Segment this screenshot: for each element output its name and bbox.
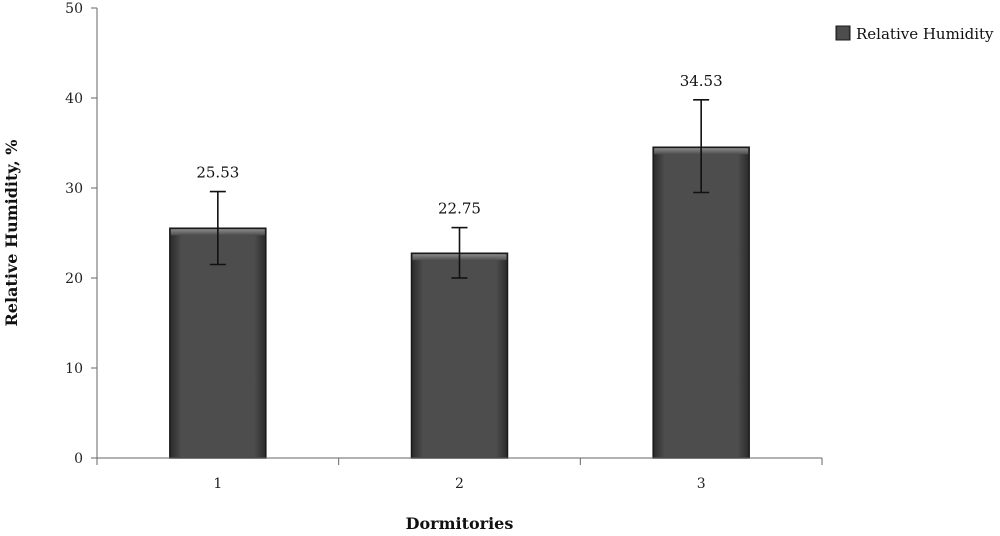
legend-swatch (835, 25, 851, 41)
data-label: 25.53 (196, 164, 239, 182)
x-axis-title: Dormitories (406, 514, 514, 533)
error-bars-layer (209, 99, 710, 279)
data-label: 22.75 (438, 200, 481, 218)
x-tick-label: 1 (213, 476, 222, 492)
y-tick-label: 10 (65, 361, 83, 377)
bar (410, 252, 509, 459)
bar (652, 146, 750, 459)
labels-layer: 0 10 20 30 40 50 25.53 1 22.75 2 34.53 3 (65, 1, 722, 492)
x-tick-label: 3 (697, 476, 706, 492)
x-tick-label: 2 (455, 476, 464, 492)
y-tick-label: 20 (65, 271, 83, 287)
bar (169, 227, 267, 459)
axes-layer (91, 7, 823, 465)
y-axis-title: Relative Humidity, % (2, 140, 21, 327)
legend-label: Relative Humidity (856, 25, 994, 43)
data-label: 34.53 (680, 72, 723, 90)
y-tick-label: 50 (65, 1, 83, 17)
bars-layer (169, 146, 750, 459)
y-tick-label: 30 (65, 181, 83, 197)
legend: Relative Humidity (835, 25, 994, 43)
y-tick-label: 40 (65, 91, 83, 107)
y-tick-label: 0 (74, 451, 83, 467)
